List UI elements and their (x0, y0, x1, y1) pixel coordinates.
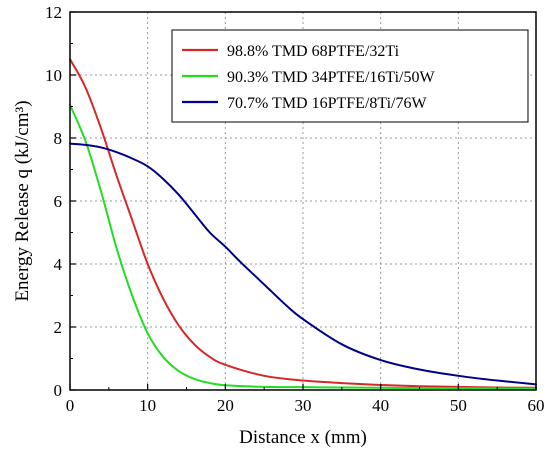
x-tick-label: 40 (372, 396, 389, 415)
y-tick-label: 12 (45, 3, 62, 22)
legend-label-2: 90.3% TMD 34PTFE/16Ti/50W (227, 69, 435, 86)
x-tick-labels: 0 10 20 30 40 50 60 (66, 396, 545, 415)
y-tick-label: 4 (54, 255, 63, 274)
y-tick-label: 6 (54, 192, 63, 211)
series-line-3 (69, 142, 537, 386)
legend-label-1: 98.8% TMD 68PTFE/32Ti (227, 43, 400, 60)
x-tick-label: 30 (295, 396, 312, 415)
series-line-1 (69, 58, 537, 389)
grid (70, 12, 536, 390)
x-tick-label: 20 (217, 396, 234, 415)
legend-label-3: 70.7% TMD 16PTFE/8Ti/76W (227, 95, 427, 112)
y-tick-label: 8 (54, 129, 63, 148)
x-axis-title: Distance x (mm) (239, 427, 367, 448)
x-tick-label: 50 (450, 396, 467, 415)
legend-box (171, 29, 529, 123)
legend: 98.8% TMD 68PTFE/32Ti 90.3% TMD 34PTFE/16… (171, 29, 529, 123)
axis-ticks (69, 11, 537, 391)
y-axis-title: Energy Release q (kJ/cm³) (12, 100, 33, 301)
x-tick-label: 10 (139, 396, 156, 415)
x-tick-label: 60 (528, 396, 545, 415)
y-tick-labels: 0 2 4 6 8 10 12 (45, 3, 63, 400)
y-tick-label: 0 (54, 381, 63, 400)
y-tick-label: 10 (45, 66, 62, 85)
x-tick-label: 0 (66, 396, 75, 415)
y-tick-label: 2 (54, 318, 63, 337)
